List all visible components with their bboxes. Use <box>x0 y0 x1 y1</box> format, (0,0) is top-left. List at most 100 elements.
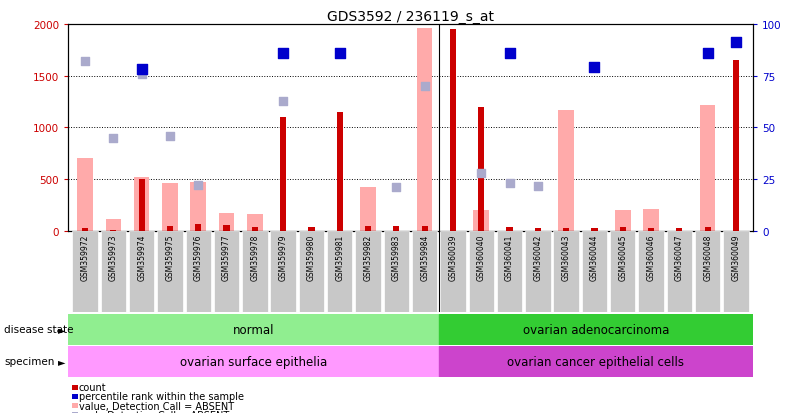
Bar <box>705 227 710 231</box>
Bar <box>223 225 230 231</box>
Text: disease state: disease state <box>4 324 74 335</box>
Bar <box>167 227 173 231</box>
Point <box>277 50 290 57</box>
Bar <box>591 228 598 231</box>
Bar <box>162 184 178 231</box>
Bar <box>280 118 286 231</box>
Point <box>135 71 148 78</box>
Point <box>78 59 91 65</box>
Bar <box>563 228 570 231</box>
Text: GSM359982: GSM359982 <box>364 234 372 280</box>
Text: GSM360040: GSM360040 <box>477 234 485 280</box>
Text: GSM359979: GSM359979 <box>279 234 288 280</box>
Bar <box>247 215 263 231</box>
Bar <box>648 228 654 231</box>
Text: GSM360045: GSM360045 <box>618 234 627 280</box>
Bar <box>365 226 371 231</box>
Text: GSM359974: GSM359974 <box>137 234 146 280</box>
Point <box>192 183 205 189</box>
FancyBboxPatch shape <box>299 231 324 312</box>
Text: GSM360042: GSM360042 <box>533 234 542 280</box>
FancyBboxPatch shape <box>129 231 155 312</box>
FancyBboxPatch shape <box>384 231 409 312</box>
Point <box>390 185 403 191</box>
Text: ►: ► <box>58 324 65 335</box>
Bar <box>506 227 513 231</box>
FancyBboxPatch shape <box>610 231 635 312</box>
Bar <box>439 314 753 345</box>
Bar <box>139 180 145 231</box>
FancyBboxPatch shape <box>666 231 692 312</box>
Bar <box>111 230 116 231</box>
Point <box>163 133 176 140</box>
Text: rank, Detection Call = ABSENT: rank, Detection Call = ABSENT <box>78 410 229 413</box>
FancyBboxPatch shape <box>157 231 183 312</box>
Point <box>531 183 544 190</box>
Text: GSM360043: GSM360043 <box>562 234 570 280</box>
FancyBboxPatch shape <box>242 231 268 312</box>
Text: GSM360044: GSM360044 <box>590 234 599 280</box>
Text: ovarian adenocarcinoma: ovarian adenocarcinoma <box>523 323 669 336</box>
FancyBboxPatch shape <box>525 231 550 312</box>
Text: GSM360048: GSM360048 <box>703 234 712 280</box>
Text: GSM359980: GSM359980 <box>307 234 316 280</box>
FancyBboxPatch shape <box>723 231 749 312</box>
Text: GSM359972: GSM359972 <box>81 234 90 280</box>
Bar <box>417 29 433 231</box>
Bar <box>700 105 715 231</box>
Text: percentile rank within the sample: percentile rank within the sample <box>78 392 244 401</box>
Bar <box>478 107 485 231</box>
Text: value, Detection Call = ABSENT: value, Detection Call = ABSENT <box>78 401 234 411</box>
Point <box>730 40 743 47</box>
Text: ►: ► <box>58 356 65 366</box>
Bar <box>336 113 343 231</box>
Bar <box>558 111 574 231</box>
Bar <box>68 314 439 345</box>
FancyBboxPatch shape <box>327 231 352 312</box>
Bar <box>68 346 439 377</box>
Text: GSM359976: GSM359976 <box>194 234 203 280</box>
FancyBboxPatch shape <box>214 231 239 312</box>
Bar <box>134 178 150 231</box>
Bar <box>421 226 428 231</box>
Point <box>107 135 120 142</box>
Text: GSM359978: GSM359978 <box>251 234 260 280</box>
Point <box>503 180 516 187</box>
FancyBboxPatch shape <box>186 231 211 312</box>
FancyBboxPatch shape <box>356 231 380 312</box>
Point <box>588 65 601 71</box>
FancyBboxPatch shape <box>101 231 126 312</box>
FancyBboxPatch shape <box>497 231 522 312</box>
FancyBboxPatch shape <box>441 231 465 312</box>
Title: GDS3592 / 236119_s_at: GDS3592 / 236119_s_at <box>327 10 494 24</box>
Text: ovarian surface epithelia: ovarian surface epithelia <box>180 355 327 368</box>
Text: count: count <box>78 382 107 392</box>
Bar <box>615 211 630 231</box>
Bar <box>450 30 456 231</box>
Point <box>701 50 714 57</box>
Text: GSM359973: GSM359973 <box>109 234 118 280</box>
Text: GSM360046: GSM360046 <box>646 234 655 280</box>
Point <box>135 67 148 74</box>
Bar <box>733 61 739 231</box>
Bar <box>393 227 400 231</box>
Bar <box>360 188 376 231</box>
FancyBboxPatch shape <box>412 231 437 312</box>
Point <box>503 50 516 57</box>
Bar <box>473 211 489 231</box>
FancyBboxPatch shape <box>553 231 579 312</box>
Text: specimen: specimen <box>4 356 54 366</box>
Bar <box>439 346 753 377</box>
Bar <box>308 227 315 231</box>
Text: GSM359977: GSM359977 <box>222 234 231 280</box>
FancyBboxPatch shape <box>582 231 607 312</box>
Point <box>277 99 290 105</box>
Text: GSM360047: GSM360047 <box>675 234 684 280</box>
Bar <box>106 220 121 231</box>
FancyBboxPatch shape <box>638 231 664 312</box>
Bar <box>77 159 93 231</box>
Point <box>418 83 431 90</box>
Bar <box>643 210 659 231</box>
Text: GSM359981: GSM359981 <box>336 234 344 280</box>
Bar <box>195 224 201 231</box>
